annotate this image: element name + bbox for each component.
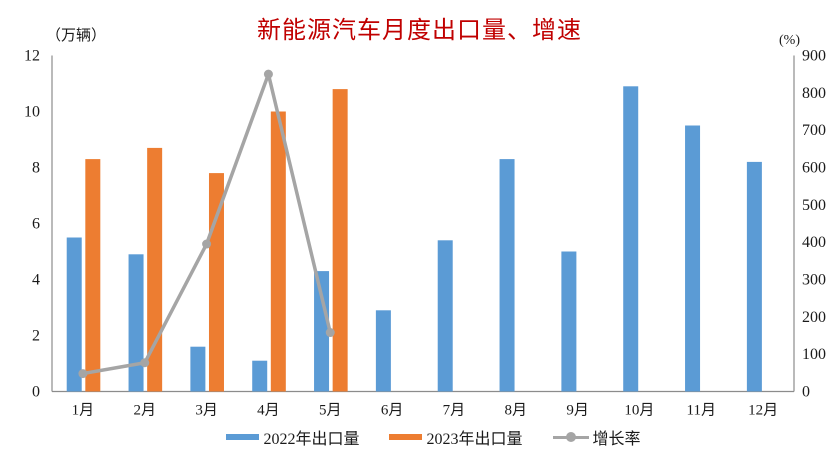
x-axis-label: 3月 bbox=[195, 403, 218, 419]
bar-2022-m7 bbox=[437, 240, 453, 392]
left-axis-tick: 10 bbox=[24, 104, 40, 121]
x-axis-label: 9月 bbox=[566, 403, 589, 419]
right-axis-tick: 700 bbox=[802, 122, 826, 139]
bar-2022-m3 bbox=[190, 346, 206, 392]
right-axis-unit-label: (%) bbox=[779, 33, 800, 48]
x-axis-label: 6月 bbox=[381, 403, 404, 419]
x-axis-label: 4月 bbox=[257, 403, 280, 419]
legend-label-2023: 2023年出口量 bbox=[426, 431, 523, 448]
legend-label-growth: 增长率 bbox=[592, 431, 641, 448]
growth-line bbox=[82, 72, 332, 376]
growth-marker-m4 bbox=[263, 69, 273, 79]
right-axis-tick: 400 bbox=[802, 234, 826, 251]
left-axis-tick: 4 bbox=[32, 272, 40, 289]
right-axis-tick: 300 bbox=[802, 272, 826, 289]
growth-marker-m5 bbox=[325, 328, 335, 338]
x-axis-label: 5月 bbox=[319, 403, 342, 419]
legend-swatch-2023-icon bbox=[389, 434, 423, 440]
x-axis-label: 11月 bbox=[687, 403, 716, 419]
growth-marker-m2 bbox=[140, 358, 150, 368]
left-axis-tick: 6 bbox=[32, 216, 40, 233]
left-axis-tick: 2 bbox=[32, 328, 40, 345]
legend-item-growth: 增长率 bbox=[552, 425, 641, 449]
bar-2022-m4 bbox=[252, 360, 268, 392]
bar-2022-m12 bbox=[746, 161, 762, 392]
bar-2023-m5 bbox=[332, 89, 348, 392]
x-axis-label: 8月 bbox=[504, 403, 527, 419]
bar-2022-m2 bbox=[128, 254, 144, 392]
x-axis-label: 2月 bbox=[133, 403, 156, 419]
bar-2022-m1 bbox=[66, 237, 82, 392]
bar-2022-m5 bbox=[314, 271, 330, 392]
chart-title: 新能源汽车月度出口量、增速 bbox=[257, 18, 582, 44]
bar-2022-m11 bbox=[685, 125, 701, 392]
bar-2023-m1 bbox=[85, 159, 101, 392]
right-axis-tick: 900 bbox=[802, 48, 826, 65]
left-axis-tick: 12 bbox=[24, 48, 40, 65]
left-axis-unit-label: （万辆） bbox=[46, 27, 106, 44]
chart-plot: （万辆） (%) 0 2 4 6 8 10 12 0 100 200 300 400 500 600 700… bbox=[24, 27, 826, 419]
growth-marker-m3 bbox=[202, 239, 212, 249]
legend-swatch-2022-icon bbox=[226, 434, 260, 440]
growth-marker-m1 bbox=[78, 369, 88, 379]
bar-2023-m4 bbox=[270, 111, 286, 392]
left-axis-tick: 0 bbox=[32, 384, 40, 401]
x-axis-label: 10月 bbox=[624, 403, 654, 419]
left-axis-tick: 8 bbox=[32, 160, 40, 177]
bar-2022-m9 bbox=[561, 251, 577, 392]
right-axis-tick: 0 bbox=[802, 384, 810, 401]
x-axis-label: 7月 bbox=[443, 403, 466, 419]
right-axis-tick: 200 bbox=[802, 309, 826, 326]
bar-2023-m2 bbox=[147, 147, 163, 392]
bar-2022-m6 bbox=[375, 310, 391, 392]
right-axis-tick: 100 bbox=[802, 346, 826, 363]
bar-2022-m8 bbox=[499, 159, 515, 392]
bar-2022-m10 bbox=[623, 86, 639, 392]
chart-legend: 2022年出口量 2023年出口量 增长率 bbox=[0, 425, 839, 449]
legend-label-2022: 2022年出口量 bbox=[263, 431, 360, 448]
right-axis-tick: 500 bbox=[802, 197, 826, 214]
legend-swatch-growth-line-icon bbox=[552, 432, 589, 442]
legend-item-2022: 2022年出口量 bbox=[226, 425, 359, 449]
x-axis-label: 1月 bbox=[72, 403, 95, 419]
right-axis-tick: 600 bbox=[802, 160, 826, 177]
legend-item-2023: 2023年出口量 bbox=[389, 425, 523, 449]
right-axis-tick: 800 bbox=[802, 85, 826, 102]
x-axis-label: 12月 bbox=[748, 403, 778, 419]
